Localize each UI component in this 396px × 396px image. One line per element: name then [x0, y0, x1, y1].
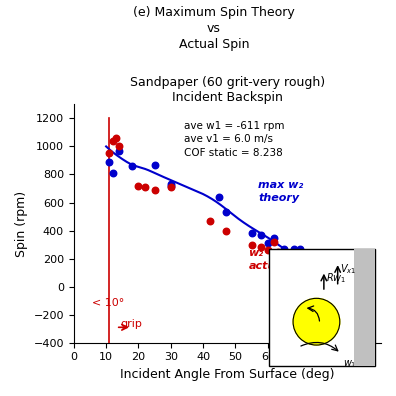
Text: max w₂
theory: max w₂ theory [258, 180, 303, 202]
Point [135, 183, 142, 189]
Point [216, 194, 223, 200]
Point [274, 248, 281, 255]
Point [116, 143, 122, 150]
Point [271, 239, 278, 246]
Point [168, 181, 174, 187]
Bar [354, 249, 375, 366]
Point [106, 159, 112, 165]
Point [112, 135, 119, 141]
Point [151, 162, 158, 169]
Point [248, 230, 255, 236]
Point [206, 218, 213, 225]
Point [109, 170, 116, 176]
Point [223, 227, 229, 234]
Point [151, 187, 158, 193]
Point [265, 240, 271, 246]
Point [271, 234, 278, 241]
Point [297, 246, 303, 253]
Text: w₂
actual: w₂ actual [248, 248, 287, 270]
Point [116, 147, 122, 154]
Point [258, 232, 265, 238]
Point [258, 244, 265, 251]
Circle shape [293, 298, 340, 345]
Point [223, 209, 229, 215]
Point [291, 265, 297, 271]
Point [291, 246, 297, 253]
Point [168, 184, 174, 190]
Point [248, 242, 255, 248]
Point [142, 184, 148, 190]
Text: grip: grip [121, 320, 143, 329]
Point [281, 246, 287, 252]
Point [129, 163, 135, 169]
Point [281, 253, 287, 259]
Point [265, 247, 271, 253]
Text: $w_1$: $w_1$ [343, 358, 356, 369]
Point [106, 150, 112, 157]
Text: ave w1 = -611 rpm
ave v1 = 6.0 m/s
COF static = 8.238: ave w1 = -611 rpm ave v1 = 6.0 m/s COF s… [184, 121, 284, 158]
Point [168, 183, 174, 189]
Point [109, 138, 116, 144]
Text: < 10°: < 10° [91, 299, 124, 308]
Text: (e) Maximum Spin Theory
vs
Actual Spin: (e) Maximum Spin Theory vs Actual Spin [133, 6, 295, 51]
X-axis label: Incident Angle From Surface (deg): Incident Angle From Surface (deg) [120, 368, 335, 381]
Y-axis label: Spin (rpm): Spin (rpm) [15, 190, 28, 257]
Text: $Rw_1$: $Rw_1$ [326, 271, 346, 284]
Title: Sandpaper (60 grit-very rough)
Incident Backspin: Sandpaper (60 grit-very rough) Incident … [130, 76, 325, 105]
Text: $V_{x1}$: $V_{x1}$ [340, 262, 356, 276]
